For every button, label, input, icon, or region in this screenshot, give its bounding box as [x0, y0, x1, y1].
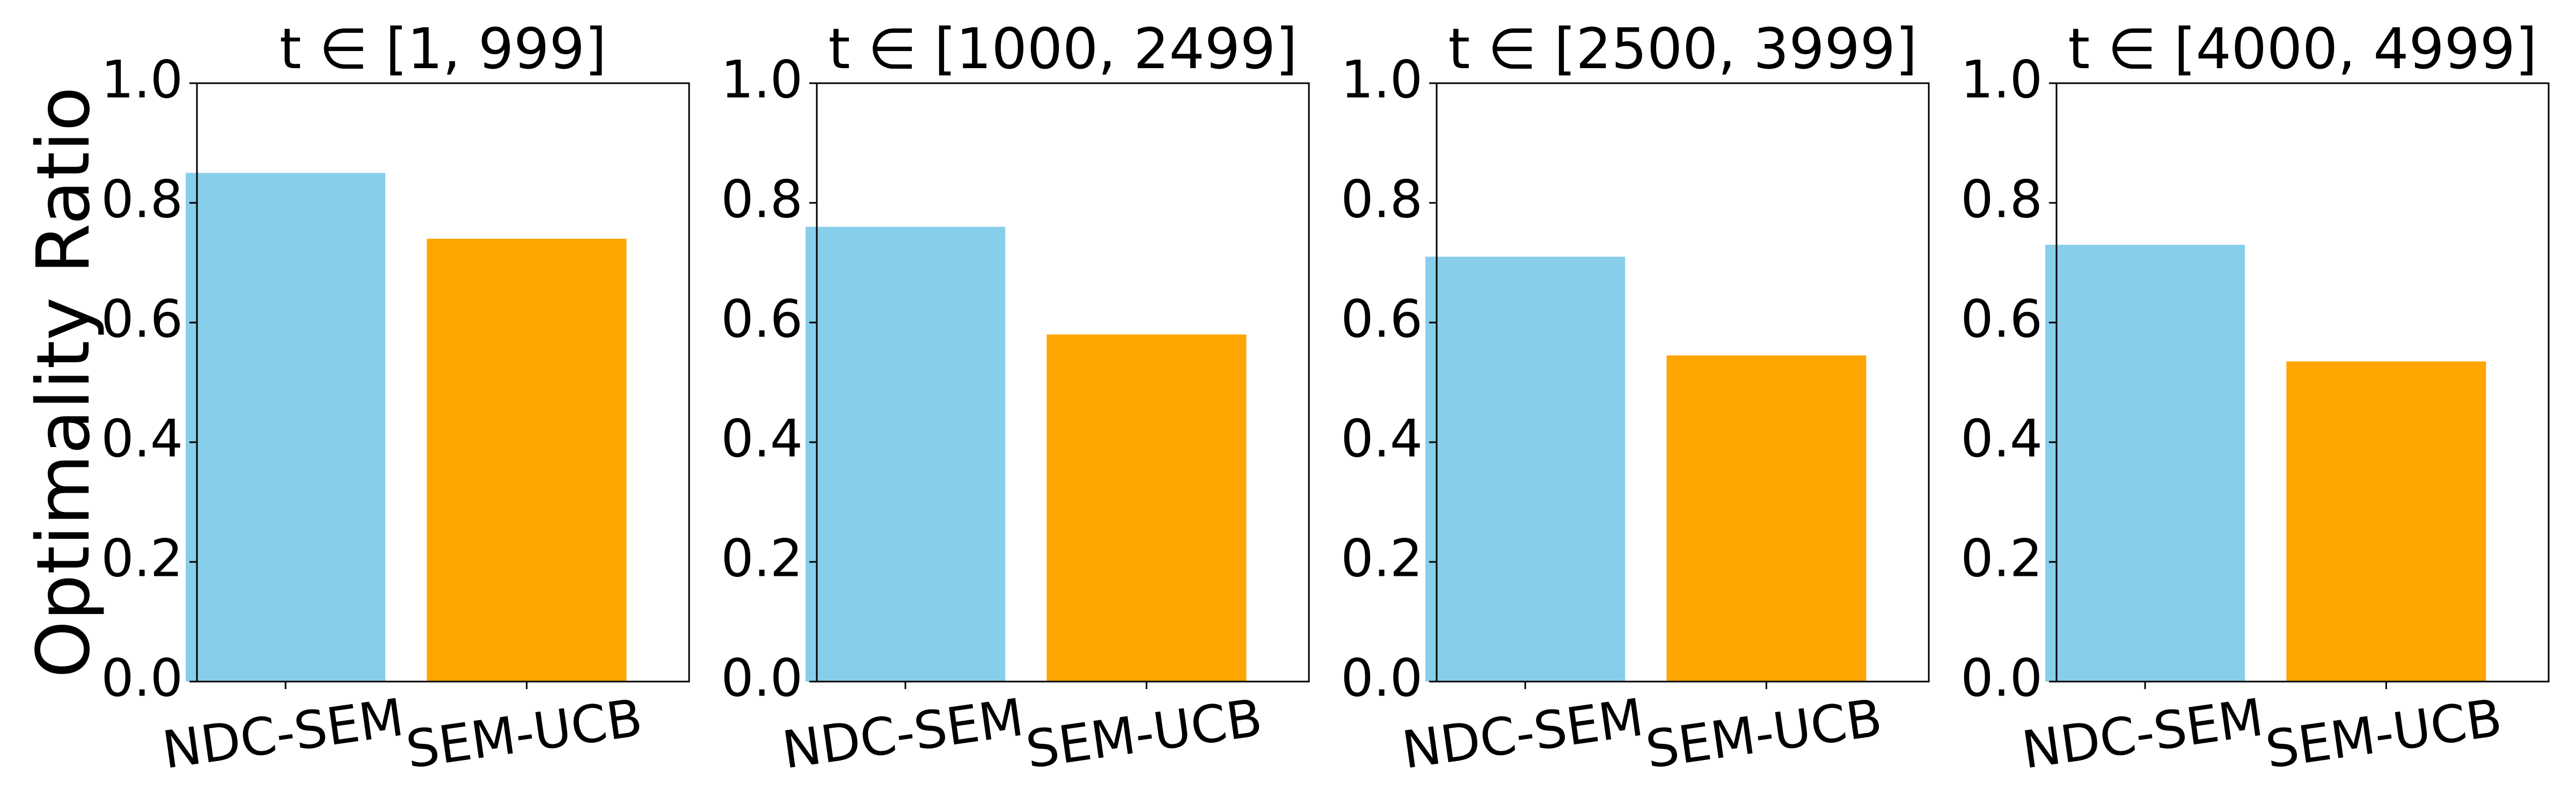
x-tick-label: SEM-UCB	[402, 687, 646, 780]
y-axis-label: Optimality Ratio	[21, 86, 106, 678]
y-tick-label: 0.8	[101, 169, 183, 229]
bar-ndc-sem	[2045, 245, 2245, 682]
y-tick-label: 0.6	[101, 289, 183, 349]
axes-frame	[1436, 82, 1930, 683]
panel-title: t ∈ [4000, 4999]	[2068, 16, 2537, 82]
y-tick-label: 0.6	[1341, 289, 1423, 349]
bar-ndc-sem	[1425, 257, 1626, 682]
y-tick-label: 0.4	[101, 408, 183, 469]
bar-sem-ucb	[1046, 334, 1247, 682]
y-tick-label: 0.4	[1341, 408, 1423, 469]
panel-title: t ∈ [2500, 3999]	[1448, 16, 1917, 82]
bar-sem-ucb	[427, 238, 627, 682]
y-tick-label: 0.8	[1960, 169, 2043, 229]
y-tick-label: 0.6	[721, 289, 803, 349]
x-tick-label: SEM-UCB	[1022, 687, 1266, 780]
axes-frame	[196, 82, 690, 683]
y-tick-label: 0.6	[1960, 289, 2043, 349]
y-tick-label: 1.0	[1341, 49, 1423, 109]
y-tick-label: 0.4	[721, 408, 803, 469]
x-tick-label: NDC-SEM	[2018, 687, 2267, 780]
y-tick-label: 0.0	[1341, 648, 1423, 708]
x-tick-label: NDC-SEM	[159, 687, 407, 780]
bar-ndc-sem	[806, 226, 1006, 682]
panel-title: t ∈ [1000, 2499]	[828, 16, 1297, 82]
y-tick-label: 0.0	[1960, 648, 2043, 708]
bar-ndc-sem	[186, 173, 386, 682]
x-tick-label: NDC-SEM	[1399, 687, 1647, 780]
panel-title: t ∈ [1, 999]	[280, 16, 606, 82]
y-tick-label: 0.2	[1341, 528, 1423, 588]
y-tick-label: 0.4	[1960, 408, 2043, 469]
y-tick-label: 1.0	[1960, 49, 2043, 109]
y-tick-label: 0.2	[101, 528, 183, 588]
x-tick-label: SEM-UCB	[2262, 687, 2506, 780]
x-tick-label: NDC-SEM	[779, 687, 1027, 780]
y-tick-label: 0.8	[721, 169, 803, 229]
axes-frame	[2055, 82, 2550, 683]
y-tick-label: 0.8	[1341, 169, 1423, 229]
y-tick-label: 1.0	[721, 49, 803, 109]
y-tick-label: 0.2	[1960, 528, 2043, 588]
y-tick-label: 0.0	[101, 648, 183, 708]
y-tick-label: 0.0	[721, 648, 803, 708]
y-tick-label: 1.0	[101, 49, 183, 109]
y-tick-label: 0.2	[721, 528, 803, 588]
bar-sem-ucb	[2286, 361, 2486, 682]
bar-sem-ucb	[1666, 355, 1867, 682]
x-tick-label: SEM-UCB	[1642, 687, 1886, 780]
axes-frame	[816, 82, 1310, 683]
